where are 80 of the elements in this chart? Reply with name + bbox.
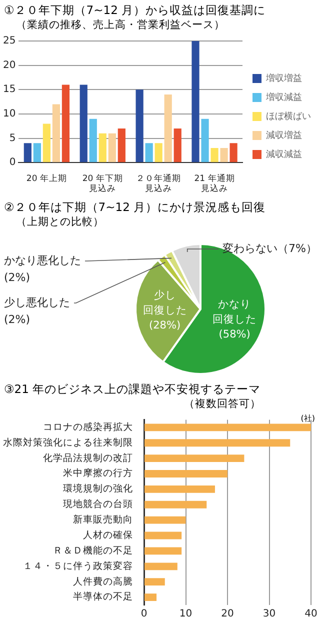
x-tick-label: 21 年通期見込み [194, 172, 235, 194]
data-label: (28%) [149, 319, 181, 332]
x-tick-label: ２０年通期見込み [136, 172, 182, 194]
x-tick-label: 30 [262, 608, 276, 620]
y-tick-label: コロナの感染再拡大 [43, 420, 133, 433]
bar [144, 439, 290, 447]
y-tick-label: 0 [9, 157, 16, 168]
bar [89, 118, 97, 162]
y-tick-label: 15 [2, 84, 16, 96]
bar [80, 84, 88, 162]
bar [52, 104, 60, 162]
bar [33, 143, 41, 162]
slice-label: かなり回復した [212, 298, 257, 326]
bar [174, 128, 182, 162]
y-tick-label: 半導体の不足 [73, 590, 133, 603]
x-tick-label: 20 [221, 608, 234, 620]
bar [144, 516, 186, 524]
bar [144, 485, 215, 493]
y-tick-label: 人材の確保 [83, 528, 133, 541]
y-tick-label: 米中摩擦の行方 [63, 467, 133, 480]
bar [98, 133, 106, 162]
bar [220, 148, 228, 162]
bar [210, 148, 218, 162]
bar [144, 594, 157, 601]
slice-label: かなり悪化した [4, 254, 81, 267]
y-tick-label: 新車販売動向 [73, 514, 133, 526]
bar [144, 547, 182, 555]
x-tick-label: 20 年下期見込み [82, 172, 123, 194]
y-tick-label: 10 [2, 108, 16, 120]
slice-label: 少し回復した [142, 288, 187, 316]
x-tick-label: 20 年上期 [26, 172, 67, 184]
chart-title: ②２０年は下期（7~12 月）にかけ景況感も回復 [3, 199, 267, 215]
bar [230, 143, 238, 162]
bar [42, 124, 50, 162]
data-label: (2%) [4, 312, 30, 326]
slice-label: 変わらない（7%） [222, 242, 317, 255]
y-tick-label: 25 [2, 36, 16, 47]
bar [192, 41, 200, 162]
bar [154, 143, 162, 162]
x-tick-label: 10 [179, 608, 192, 620]
bar [144, 532, 182, 540]
y-tick-label: 現地競合の台頭 [63, 498, 133, 510]
chart-title: ①２０年下期（7~12 月）から収益は回復基調に [3, 2, 267, 18]
data-label: (58%) [218, 328, 250, 341]
chart-title: ③21 年のビジネス上の課題や不安視するテーマ [3, 381, 262, 397]
bar [145, 143, 153, 162]
bar [144, 562, 178, 570]
bar [144, 454, 244, 462]
y-tick-label: １４・５に伴う政策変容 [23, 560, 133, 572]
y-tick-label: 5 [9, 132, 16, 144]
bar [62, 84, 70, 162]
legend-label: 減収減益 [266, 148, 302, 160]
chart-subtitle: （上期との比較） [15, 215, 105, 229]
y-tick-label: 化学品法規制の改訂 [43, 452, 133, 464]
bar [201, 118, 209, 162]
x-tick-label: 40 [304, 608, 318, 620]
y-tick-label: 20 [2, 60, 16, 71]
bar [144, 578, 165, 586]
legend-label: 減収増益 [266, 130, 302, 141]
bar [144, 470, 228, 478]
slice-label: 少し悪化した [4, 296, 70, 309]
bar [118, 128, 126, 162]
chart-subtitle: （複数回答可） [183, 397, 262, 411]
y-tick-label: 人件費の高騰 [73, 575, 133, 588]
x-tick-label: 0 [140, 608, 148, 620]
bar [164, 94, 172, 162]
legend-label: ほぼ横ばい [266, 110, 311, 122]
bar [144, 500, 207, 508]
chart-subtitle: （業績の推移、売上高・営業利益ベース） [15, 18, 226, 32]
bar [136, 90, 144, 162]
y-tick-label: 環境規制の強化 [63, 482, 133, 495]
x-axis-title: (社) [300, 413, 315, 424]
bar [144, 424, 311, 432]
y-tick-label: 水際対策強化による往来制限 [3, 436, 133, 448]
bar [24, 143, 32, 162]
y-tick-label: Ｒ＆Ｄ機能の不足 [53, 544, 133, 556]
data-label: (2%) [4, 270, 30, 284]
legend-label: 増収増益 [265, 72, 302, 84]
legend-label: 増収減益 [265, 92, 302, 103]
bar [108, 133, 116, 162]
